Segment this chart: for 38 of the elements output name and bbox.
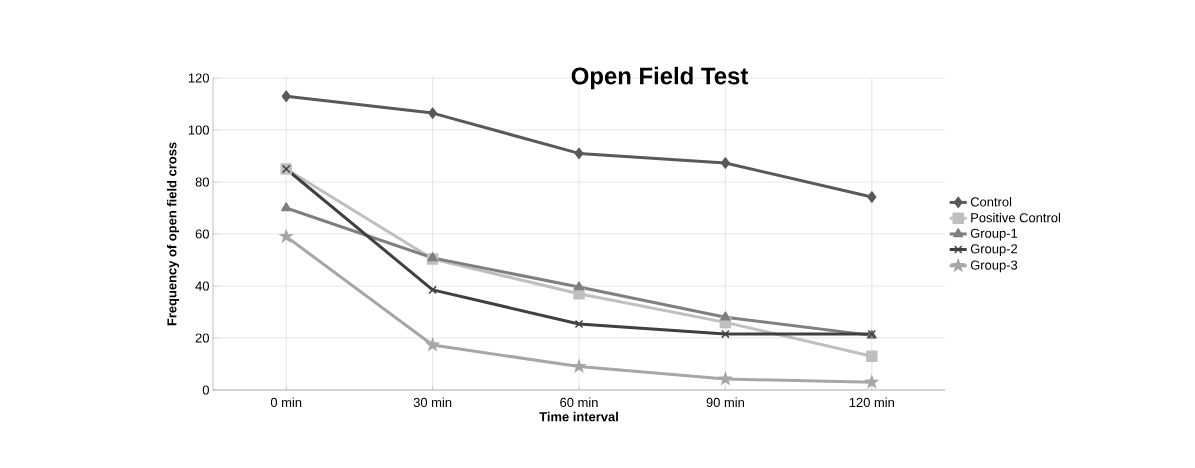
legend-label: Group-3: [970, 260, 1018, 273]
x-axis-title: Time interval: [539, 411, 618, 422]
point: [428, 107, 438, 119]
x-tick-label: 0 min: [270, 397, 302, 408]
y-tick-label: 40: [195, 281, 209, 291]
point: [867, 191, 877, 203]
point: [864, 374, 880, 389]
point: [281, 202, 292, 212]
x-tick-label: 30 min: [413, 397, 452, 408]
y-tick-label: 20: [195, 333, 209, 343]
legend-label: Group-1: [970, 228, 1018, 241]
x-tick-label: 90 min: [706, 397, 744, 408]
point: [866, 350, 878, 362]
point: [573, 281, 585, 291]
legend-label: Positive Control: [971, 212, 1061, 223]
point: [428, 285, 437, 295]
y-tick-label: 60: [195, 229, 209, 239]
point: [571, 358, 587, 374]
y-tick-label: 120: [188, 73, 209, 83]
point: [720, 157, 730, 169]
point: [721, 329, 730, 339]
y-tick-label: 0: [202, 385, 209, 395]
legend-label: Group-2: [970, 244, 1018, 256]
x-tick-label: 120 min: [849, 397, 894, 408]
point: [720, 311, 731, 321]
point: [573, 288, 585, 300]
chart-title: Open Field Test: [571, 66, 749, 90]
point: [425, 337, 441, 352]
point: [278, 228, 294, 244]
y-tick-label: 80: [195, 177, 209, 187]
y-tick-label: 100: [188, 125, 209, 135]
x-tick-label: 60 min: [560, 397, 598, 408]
point: [574, 319, 584, 329]
point: [717, 371, 734, 386]
point: [574, 147, 584, 160]
y-axis-title: Frequency of open field cross: [166, 142, 180, 326]
legend-label: Control: [970, 196, 1012, 207]
point: [281, 90, 291, 102]
